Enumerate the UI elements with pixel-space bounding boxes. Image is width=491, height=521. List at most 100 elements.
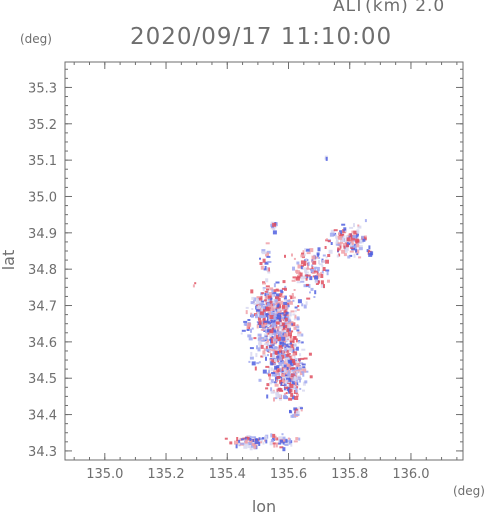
echo-point	[284, 374, 288, 378]
echo-point	[278, 373, 281, 378]
echo-point	[312, 260, 317, 265]
echo-point	[306, 297, 311, 300]
echo-point	[310, 287, 314, 291]
echo-point	[358, 256, 362, 259]
echo-point	[287, 442, 292, 445]
echo-point	[285, 441, 289, 446]
echo-point	[253, 297, 257, 302]
echo-point	[281, 336, 286, 341]
echo-point	[287, 314, 290, 317]
echo-point	[346, 242, 351, 246]
echo-point	[282, 364, 287, 368]
echo-point	[257, 309, 260, 314]
echo-point	[270, 308, 275, 311]
echo-point	[270, 325, 274, 329]
echo-point	[265, 313, 270, 316]
echo-point	[321, 270, 324, 274]
echo-point	[296, 281, 301, 284]
echo-point	[300, 266, 303, 270]
echo-point	[263, 299, 267, 302]
echo-point	[306, 265, 309, 269]
echo-point	[241, 329, 246, 332]
echo-point	[275, 379, 278, 383]
echo-point	[278, 330, 283, 333]
echo-point	[361, 235, 365, 239]
echo-point	[304, 269, 308, 273]
echo-point	[279, 335, 283, 338]
echo-point	[289, 335, 292, 339]
echo-point	[270, 312, 275, 316]
echo-point	[287, 369, 290, 371]
chart-title: 2020/09/17 11:10:00	[130, 24, 393, 50]
echo-point	[266, 250, 271, 254]
echo-point	[290, 375, 294, 377]
echo-point	[249, 435, 252, 439]
echo-point	[284, 314, 289, 317]
echo-point	[269, 382, 273, 385]
echo-point	[295, 360, 300, 363]
echo-point	[303, 357, 308, 360]
echo-point	[286, 364, 290, 368]
echo-point	[273, 346, 278, 350]
echo-point	[295, 369, 300, 372]
echo-point	[282, 394, 287, 399]
echo-point	[272, 357, 276, 360]
echo-point	[296, 316, 300, 321]
echo-point	[259, 324, 263, 328]
echo-point	[299, 340, 302, 343]
echo-point	[313, 270, 318, 273]
echo-point	[276, 289, 280, 292]
echo-point	[298, 340, 301, 343]
echo-point	[293, 257, 296, 260]
echo-point	[290, 362, 292, 366]
echo-point	[238, 442, 241, 446]
plot-frame-group	[64, 61, 464, 461]
echo-point	[289, 321, 294, 324]
echo-point	[270, 353, 273, 358]
echo-point	[269, 287, 274, 291]
echo-point	[267, 270, 271, 274]
echo-point	[272, 316, 276, 321]
echo-point	[335, 234, 338, 239]
echo-points-group	[192, 155, 374, 452]
y-tick-label: 34.3	[28, 445, 57, 460]
echo-point	[302, 381, 306, 386]
echo-point	[245, 443, 249, 446]
echo-point	[248, 337, 253, 341]
echo-point	[300, 409, 303, 412]
echo-point	[345, 235, 348, 240]
echo-point	[283, 439, 286, 443]
echo-point	[300, 260, 305, 265]
echo-point	[288, 332, 292, 337]
echo-point	[266, 333, 269, 337]
echo-point	[275, 321, 280, 325]
echo-point	[286, 386, 290, 391]
echo-point	[244, 439, 248, 444]
echo-point	[301, 348, 306, 351]
echo-point	[275, 393, 279, 398]
echo-point	[245, 323, 248, 326]
echo-point	[309, 291, 311, 294]
echo-point	[279, 324, 282, 327]
echo-point	[287, 370, 290, 375]
echo-point	[276, 365, 280, 369]
echo-point	[295, 269, 299, 273]
echo-point	[294, 310, 297, 313]
echo-point	[243, 444, 248, 449]
echo-point	[265, 439, 268, 444]
echo-point	[240, 438, 244, 441]
echo-point	[304, 248, 307, 251]
echo-point	[261, 336, 264, 339]
echo-point	[258, 361, 261, 364]
echo-point	[273, 363, 276, 365]
echo-point	[192, 284, 195, 288]
echo-point	[277, 360, 280, 363]
echo-point	[273, 381, 277, 384]
echo-point	[264, 315, 266, 319]
echo-point	[268, 311, 271, 315]
echo-point	[302, 389, 305, 392]
echo-point	[291, 367, 296, 370]
echo-point	[292, 299, 295, 302]
echo-point	[299, 272, 303, 277]
echo-point	[327, 240, 331, 243]
